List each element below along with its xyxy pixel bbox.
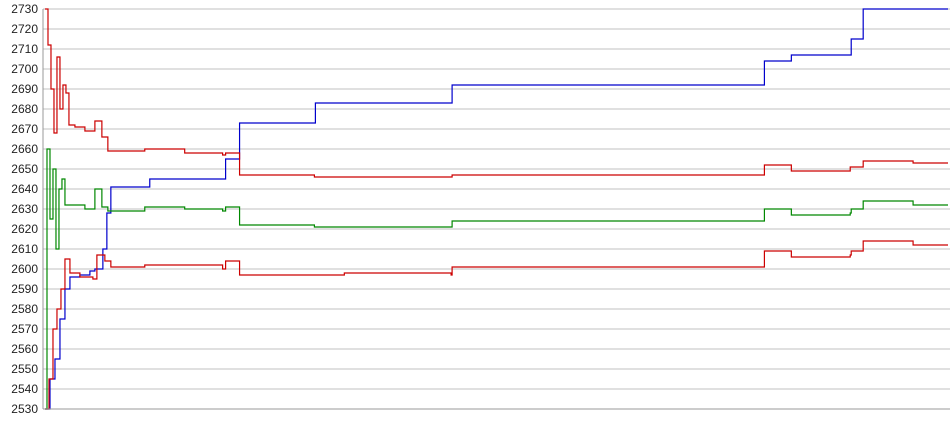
y-tick-label: 2620 [11, 222, 38, 236]
grid [43, 8, 950, 410]
y-tick-label: 2700 [11, 62, 38, 76]
y-tick-label: 2660 [11, 142, 38, 156]
y-tick-label: 2640 [11, 182, 38, 196]
y-tick-label: 2690 [11, 82, 38, 96]
y-tick-label: 2530 [11, 402, 38, 416]
series-line-1 [45, 8, 948, 178]
y-tick-label: 2720 [11, 22, 38, 36]
y-tick-label: 2630 [11, 202, 38, 216]
series-line-2 [45, 148, 948, 410]
y-tick-label: 2710 [11, 42, 38, 56]
y-tick-label: 2610 [11, 242, 38, 256]
series-line-0 [45, 8, 948, 410]
y-axis: 2530 2540 2550 2560 2570 2580 2590 2600 2610 2620… [11, 2, 38, 416]
y-tick-label: 2560 [11, 342, 38, 356]
y-tick-label: 2550 [11, 362, 38, 376]
y-tick-label: 2680 [11, 102, 38, 116]
y-tick-label: 2590 [11, 282, 38, 296]
y-tick-label: 2540 [11, 382, 38, 396]
y-tick-label: 2580 [11, 302, 38, 316]
y-tick-label: 2730 [11, 2, 38, 16]
y-tick-label: 2600 [11, 262, 38, 276]
series-line-3 [45, 240, 948, 410]
y-tick-label: 2670 [11, 122, 38, 136]
series-group [45, 8, 948, 410]
y-tick-label: 2570 [11, 322, 38, 336]
y-tick-label: 2650 [11, 162, 38, 176]
